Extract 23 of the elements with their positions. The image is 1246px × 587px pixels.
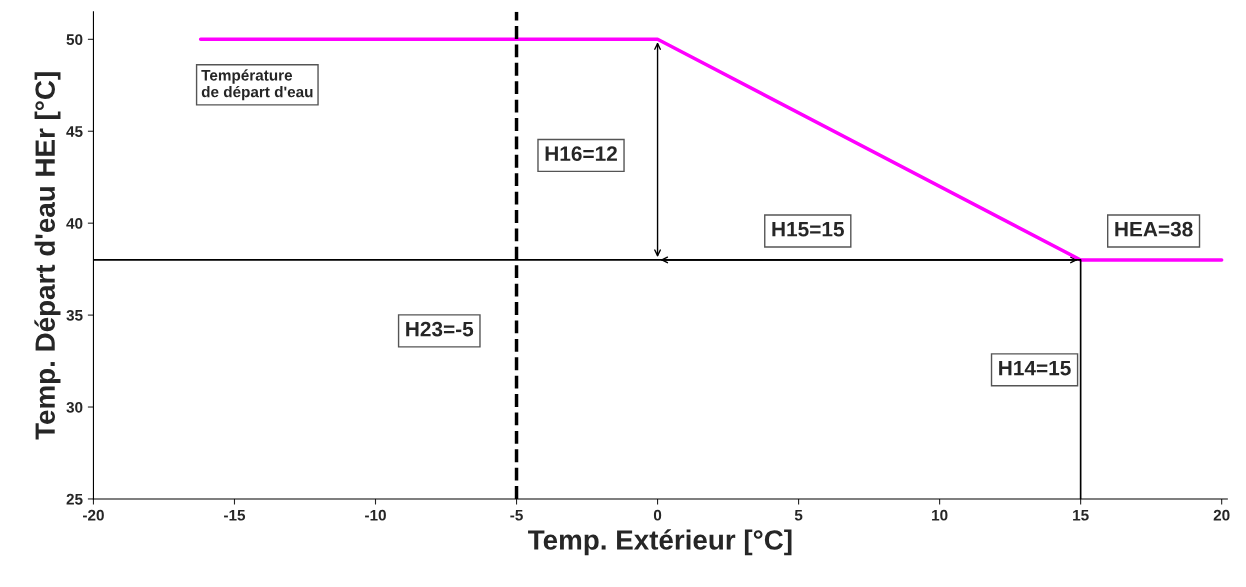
y-tick-label: 45: [66, 126, 83, 137]
y-tick-label: 40: [66, 218, 83, 229]
x-tick-label: 5: [794, 509, 803, 521]
annotation: HEA=38: [1115, 221, 1193, 237]
annotation: Température de départ d'eau: [201, 69, 313, 101]
y-tick-label: 50: [66, 34, 83, 45]
x-tick-label: 0: [653, 509, 662, 521]
y-tick-label: 35: [66, 309, 83, 321]
annotation: H23=-5: [406, 321, 474, 337]
y-tick-label: 30: [66, 401, 83, 413]
y-tick-label: 25: [66, 493, 83, 505]
x-tick-label: 15: [1073, 509, 1089, 521]
x-tick-label: -10: [365, 509, 386, 521]
x-axis-title: Temp. Extérieur [°C]: [528, 529, 792, 556]
x-tick-label: -20: [83, 509, 104, 521]
annotation: H14=15: [999, 360, 1071, 376]
x-tick-label: 20: [1213, 509, 1230, 521]
x-tick-label: -5: [510, 509, 523, 521]
y-axis-title: Temp. Départ d'eau HEr [°C]: [34, 72, 61, 440]
annotation: H15=15: [772, 222, 844, 237]
x-tick-label: 10: [932, 509, 948, 521]
x-tick-label: -15: [224, 509, 246, 521]
annotation: H16=12: [545, 146, 617, 162]
